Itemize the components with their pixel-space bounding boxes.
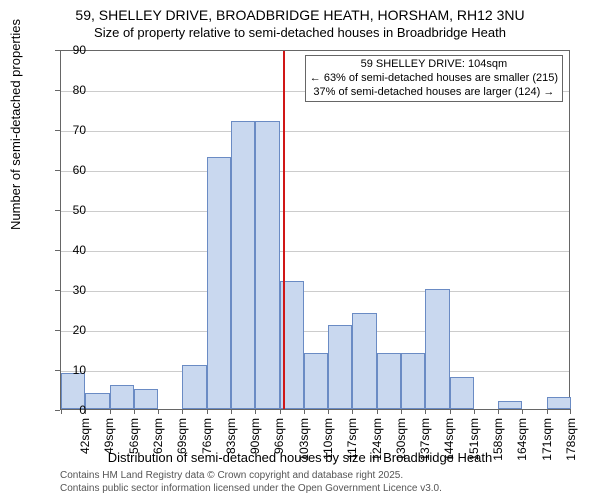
x-tick-mark: [401, 409, 402, 414]
x-tick-mark: [158, 409, 159, 414]
attribution-line1: Contains HM Land Registry data © Crown c…: [60, 470, 442, 483]
histogram-bar: [85, 393, 109, 409]
x-tick-mark: [134, 409, 135, 414]
x-tick-mark: [377, 409, 378, 414]
y-tick-mark: [55, 250, 60, 251]
y-axis-label: Number of semi-detached properties: [8, 19, 23, 230]
x-tick-label: 151sqm: [467, 418, 481, 468]
x-tick-label: 124sqm: [370, 418, 384, 468]
x-tick-mark: [61, 409, 62, 414]
histogram-bar: [547, 397, 571, 409]
histogram-bar: [207, 157, 231, 409]
x-tick-mark: [450, 409, 451, 414]
gridline: [61, 131, 569, 132]
x-tick-mark: [474, 409, 475, 414]
histogram-bar: [304, 353, 328, 409]
histogram-bar: [328, 325, 352, 409]
y-tick-mark: [55, 410, 60, 411]
y-tick-label: 40: [73, 243, 86, 257]
histogram-bar: [134, 389, 158, 409]
x-tick-label: 42sqm: [78, 418, 92, 468]
y-tick-mark: [55, 330, 60, 331]
histogram-bar: [352, 313, 376, 409]
chart-title: 59, SHELLEY DRIVE, BROADBRIDGE HEATH, HO…: [0, 0, 600, 24]
x-tick-mark: [207, 409, 208, 414]
gridline: [61, 331, 569, 332]
x-tick-label: 144sqm: [442, 418, 456, 468]
x-tick-label: 90sqm: [248, 418, 262, 468]
x-tick-mark: [280, 409, 281, 414]
y-tick-label: 20: [73, 323, 86, 337]
y-tick-mark: [55, 210, 60, 211]
plot-area: 59 SHELLEY DRIVE: 104sqm← 63% of semi-de…: [60, 50, 570, 410]
x-tick-label: 158sqm: [491, 418, 505, 468]
x-tick-label: 171sqm: [540, 418, 554, 468]
histogram-bar: [377, 353, 401, 409]
y-tick-mark: [55, 290, 60, 291]
x-tick-mark: [522, 409, 523, 414]
gridline: [61, 171, 569, 172]
callout-line: 37% of semi-detached houses are larger (…: [310, 86, 558, 100]
y-tick-mark: [55, 90, 60, 91]
x-tick-label: 96sqm: [272, 418, 286, 468]
x-tick-mark: [425, 409, 426, 414]
x-tick-label: 130sqm: [394, 418, 408, 468]
x-tick-mark: [328, 409, 329, 414]
histogram-bar: [182, 365, 206, 409]
attribution: Contains HM Land Registry data © Crown c…: [60, 470, 442, 495]
x-tick-mark: [498, 409, 499, 414]
histogram-bar: [231, 121, 255, 409]
y-tick-label: 30: [73, 283, 86, 297]
x-tick-label: 56sqm: [127, 418, 141, 468]
x-tick-label: 49sqm: [102, 418, 116, 468]
callout-line: ← 63% of semi-detached houses are smalle…: [310, 72, 558, 86]
x-tick-label: 76sqm: [200, 418, 214, 468]
y-tick-mark: [55, 170, 60, 171]
x-tick-label: 62sqm: [151, 418, 165, 468]
gridline: [61, 251, 569, 252]
chart-container: 59, SHELLEY DRIVE, BROADBRIDGE HEATH, HO…: [0, 0, 600, 500]
x-tick-label: 178sqm: [564, 418, 578, 468]
x-tick-mark: [547, 409, 548, 414]
y-tick-mark: [55, 50, 60, 51]
histogram-bar: [255, 121, 279, 409]
histogram-bar: [450, 377, 474, 409]
y-tick-label: 70: [73, 123, 86, 137]
y-tick-label: 50: [73, 203, 86, 217]
callout-line: 59 SHELLEY DRIVE: 104sqm: [310, 58, 558, 72]
attribution-line2: Contains public sector information licen…: [60, 483, 442, 496]
gridline: [61, 211, 569, 212]
x-tick-mark: [352, 409, 353, 414]
x-tick-label: 69sqm: [175, 418, 189, 468]
y-tick-label: 10: [73, 363, 86, 377]
y-tick-mark: [55, 130, 60, 131]
histogram-bar: [498, 401, 522, 409]
chart-subtitle: Size of property relative to semi-detach…: [0, 24, 600, 40]
marker-line: [283, 51, 285, 409]
y-tick-mark: [55, 370, 60, 371]
callout-box: 59 SHELLEY DRIVE: 104sqm← 63% of semi-de…: [305, 55, 563, 102]
x-tick-label: 103sqm: [297, 418, 311, 468]
y-tick-label: 90: [73, 43, 86, 57]
gridline: [61, 291, 569, 292]
x-tick-label: 137sqm: [418, 418, 432, 468]
y-tick-label: 60: [73, 163, 86, 177]
x-tick-mark: [255, 409, 256, 414]
x-tick-label: 164sqm: [515, 418, 529, 468]
x-tick-label: 117sqm: [345, 418, 359, 468]
x-tick-mark: [182, 409, 183, 414]
histogram-bar: [110, 385, 134, 409]
x-tick-mark: [570, 409, 571, 414]
histogram-bar: [425, 289, 449, 409]
x-tick-label: 83sqm: [224, 418, 238, 468]
histogram-bar: [401, 353, 425, 409]
x-tick-label: 110sqm: [321, 418, 335, 468]
x-tick-mark: [304, 409, 305, 414]
y-tick-label: 0: [79, 403, 86, 417]
x-tick-mark: [231, 409, 232, 414]
x-tick-mark: [110, 409, 111, 414]
y-tick-label: 80: [73, 83, 86, 97]
